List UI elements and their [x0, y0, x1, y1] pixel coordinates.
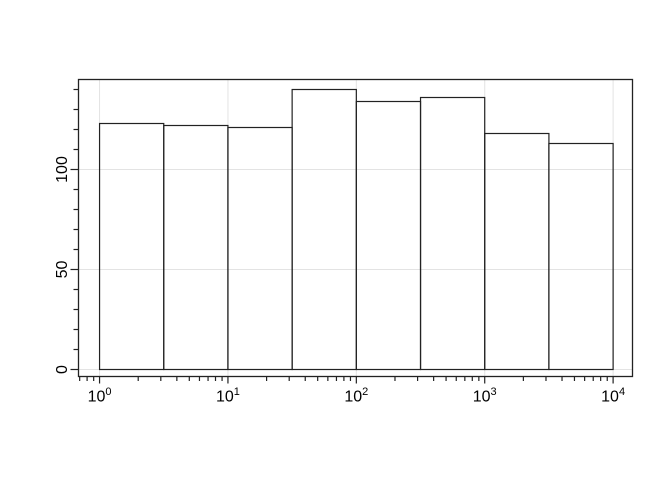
histogram-bar — [548, 142, 614, 371]
histogram-bar — [227, 126, 293, 371]
x-axis-tick-label-exponent: 4 — [619, 386, 625, 398]
histogram-bar — [291, 88, 357, 371]
x-axis-tick-label: 102 — [344, 386, 368, 406]
histogram-bar — [419, 96, 486, 371]
histogram-bar — [484, 132, 550, 371]
x-axis-tick-label: 103 — [473, 386, 497, 406]
y-axis-tick-label: 100 — [54, 156, 71, 183]
y-axis-tick-label: 50 — [54, 261, 71, 279]
x-axis-tick-label-exponent: 1 — [234, 386, 240, 398]
histogram-bar — [163, 124, 229, 371]
histogram-bar — [355, 100, 422, 371]
x-axis-tick-label: 104 — [601, 386, 625, 406]
x-axis-tick-label-exponent: 3 — [491, 386, 497, 398]
x-axis-tick-label: 100 — [88, 386, 112, 406]
plot-box — [77, 78, 634, 378]
x-axis-tick-label-exponent: 2 — [362, 386, 368, 398]
x-axis-tick-label-exponent: 0 — [105, 386, 111, 398]
histogram-bar — [98, 122, 165, 371]
x-axis-tick-label: 101 — [216, 386, 240, 406]
y-axis-tick-label: 0 — [54, 365, 71, 374]
